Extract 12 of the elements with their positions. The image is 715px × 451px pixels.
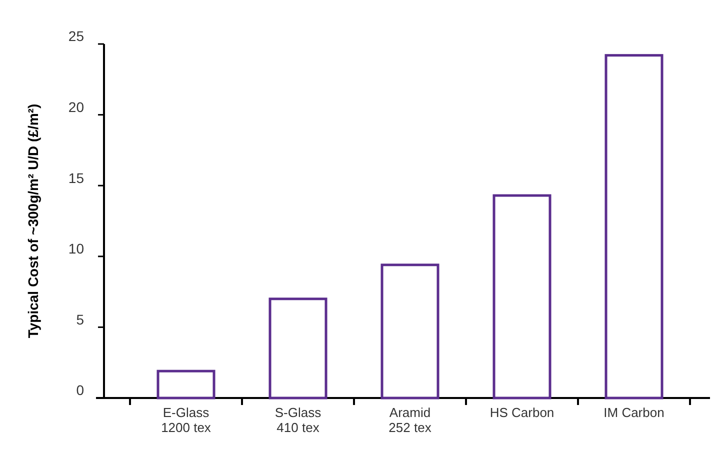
- y-tick-label: 5: [76, 311, 84, 328]
- y-tick-label: 0: [76, 382, 84, 398]
- y-axis-title: Typical Cost of ~300g/m² U/D (£/m²): [25, 104, 41, 338]
- y-tick-label: 15: [68, 170, 84, 186]
- x-tick-label: HS Carbon: [490, 405, 554, 420]
- y-tick-label: 10: [68, 240, 84, 257]
- x-tick-label: IM Carbon: [604, 405, 664, 420]
- x-tick-label: S-Glass 410 tex: [274, 405, 322, 435]
- x-tick-label: E-Glass 1200 tex: [161, 405, 212, 435]
- x-tick-label: Aramid 252 tex: [388, 405, 432, 435]
- y-tick-label: 25: [68, 28, 84, 44]
- y-tick-label: 20: [68, 99, 84, 115]
